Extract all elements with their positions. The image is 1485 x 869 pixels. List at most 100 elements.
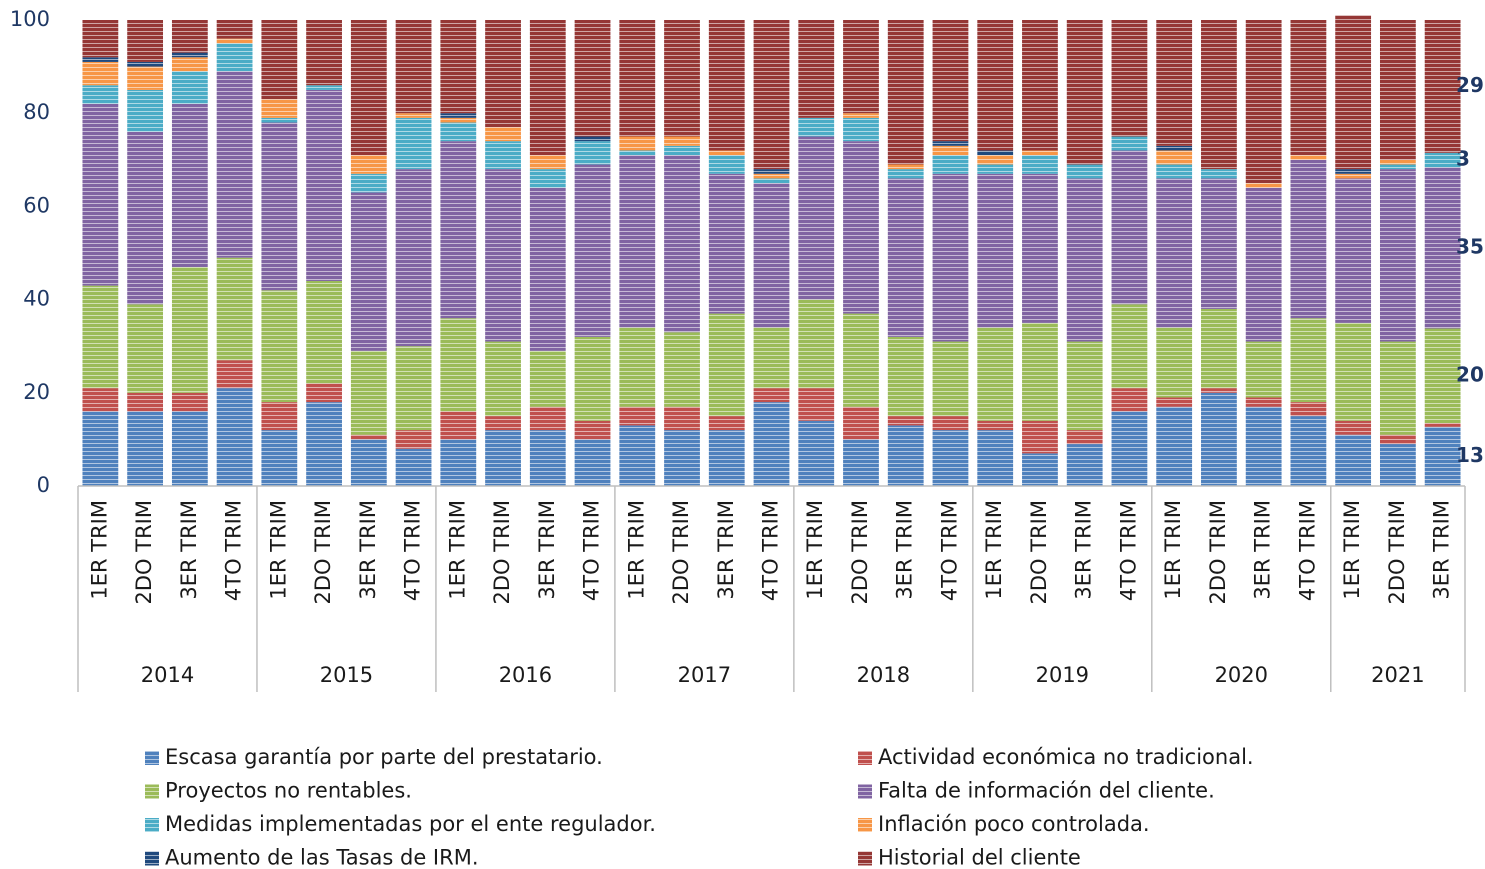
bar-segment: [843, 117, 879, 142]
x-tick-label: 2DO TRIM: [669, 500, 693, 604]
bar-segment: [1111, 136, 1148, 151]
bar-segment: [664, 406, 700, 431]
bar-segment: [127, 304, 164, 393]
bar-segment: [395, 346, 432, 431]
bar-segment: [574, 141, 611, 165]
bar-segment: [798, 20, 835, 118]
bar-segment: [753, 169, 790, 174]
x-tick-label: 1ER TRIM: [803, 500, 827, 600]
bar-segment: [485, 341, 521, 417]
legend-label: Actividad económica no tradicional.: [878, 745, 1254, 769]
bar-segment: [1201, 20, 1237, 170]
bar-segment: [1424, 152, 1461, 168]
bar-segment: [664, 430, 700, 486]
bar-segment: [171, 392, 208, 412]
bar-segment: [127, 411, 164, 486]
bar-segment: [529, 187, 566, 351]
group-label: 2021: [1371, 663, 1424, 687]
bar-segment: [1111, 20, 1148, 137]
bar-segment: [306, 85, 342, 90]
bar-segment: [485, 127, 521, 142]
group-label: 2016: [499, 663, 552, 687]
bar-segment: [574, 164, 611, 337]
bar-segment: [306, 280, 342, 384]
bar-segment: [887, 425, 924, 486]
bar-segment: [1379, 20, 1416, 160]
x-tick-label: 2DO TRIM: [311, 500, 335, 604]
bar-segment: [1335, 169, 1372, 174]
bar-segment: [82, 85, 119, 104]
bar-segment: [708, 173, 745, 314]
x-tick-label: 4TO TRIM: [1116, 500, 1140, 601]
x-tick-label: 1ER TRIM: [1340, 500, 1364, 600]
bar-segment: [1156, 164, 1193, 179]
bar-segment: [1290, 159, 1327, 319]
bar-segment: [261, 290, 298, 403]
bar-segment: [843, 313, 879, 407]
group-label: 2015: [320, 663, 373, 687]
bar-segment: [1066, 178, 1103, 342]
bar-segment: [216, 38, 253, 44]
bar-segment: [1201, 178, 1237, 309]
bar-segment: [261, 117, 298, 123]
bar-segment: [843, 20, 879, 114]
bar-segment: [485, 20, 521, 128]
bar-segment: [529, 155, 566, 170]
bar-segment: [529, 430, 566, 486]
bar-segment: [932, 155, 969, 174]
bar-segment: [395, 430, 432, 449]
x-tick-label: 3ER TRIM: [356, 500, 380, 600]
bar-segment: [798, 117, 835, 137]
bar-segment: [1066, 444, 1103, 486]
bar-segment: [395, 20, 432, 114]
bar-segment: [708, 20, 745, 151]
legend-label: Historial del cliente: [878, 846, 1081, 869]
legend-label: Falta de información del cliente.: [878, 779, 1215, 803]
x-tick-label: 1ER TRIM: [87, 500, 111, 600]
bar-segment: [753, 178, 790, 184]
bar-segment: [977, 164, 1014, 174]
bar-segment: [1290, 155, 1327, 160]
bar-segment: [261, 122, 298, 291]
bar-segment: [440, 439, 477, 486]
bar-segment: [708, 150, 745, 156]
bar-segment: [843, 439, 879, 486]
bar-segment: [887, 169, 924, 179]
bar-segment: [619, 155, 656, 328]
data-label: 35: [1456, 234, 1484, 258]
bar-segment: [127, 66, 164, 90]
bar-segment: [664, 332, 700, 407]
x-tick-label: 4TO TRIM: [401, 500, 425, 601]
x-tick-label: 4TO TRIM: [222, 500, 246, 601]
legend-swatch: [145, 784, 159, 799]
bar-segment: [82, 285, 119, 389]
bar-segment: [1335, 322, 1372, 421]
bar-segment: [1201, 169, 1237, 179]
bar-segment: [395, 117, 432, 170]
bar-segment: [798, 136, 835, 300]
bar-segment: [261, 430, 298, 486]
bar-segment: [440, 318, 477, 412]
bar-segment: [1156, 150, 1193, 165]
bar-segment: [753, 388, 790, 403]
bar-segment: [1424, 20, 1461, 153]
bar-segment: [1379, 164, 1416, 170]
bar-segment: [619, 327, 656, 407]
bar-segment: [1290, 318, 1327, 403]
x-tick-label: 2DO TRIM: [848, 500, 872, 604]
bar-segment: [1066, 430, 1103, 445]
bar-segment: [1290, 416, 1327, 486]
bar-segment: [664, 145, 700, 156]
bar-segment: [1156, 397, 1193, 407]
bar-segment: [216, 71, 253, 258]
bar-segment: [440, 113, 477, 118]
bar-segment: [1022, 155, 1058, 174]
bar-segment: [1379, 169, 1416, 342]
bar-segment: [1424, 328, 1461, 424]
bar-segment: [619, 425, 656, 486]
bar-segment: [171, 266, 208, 393]
bar-segment: [1290, 402, 1327, 417]
x-tick-label: 2DO TRIM: [1206, 500, 1230, 604]
bar-segment: [216, 20, 253, 39]
group-label: 2019: [1036, 663, 1089, 687]
